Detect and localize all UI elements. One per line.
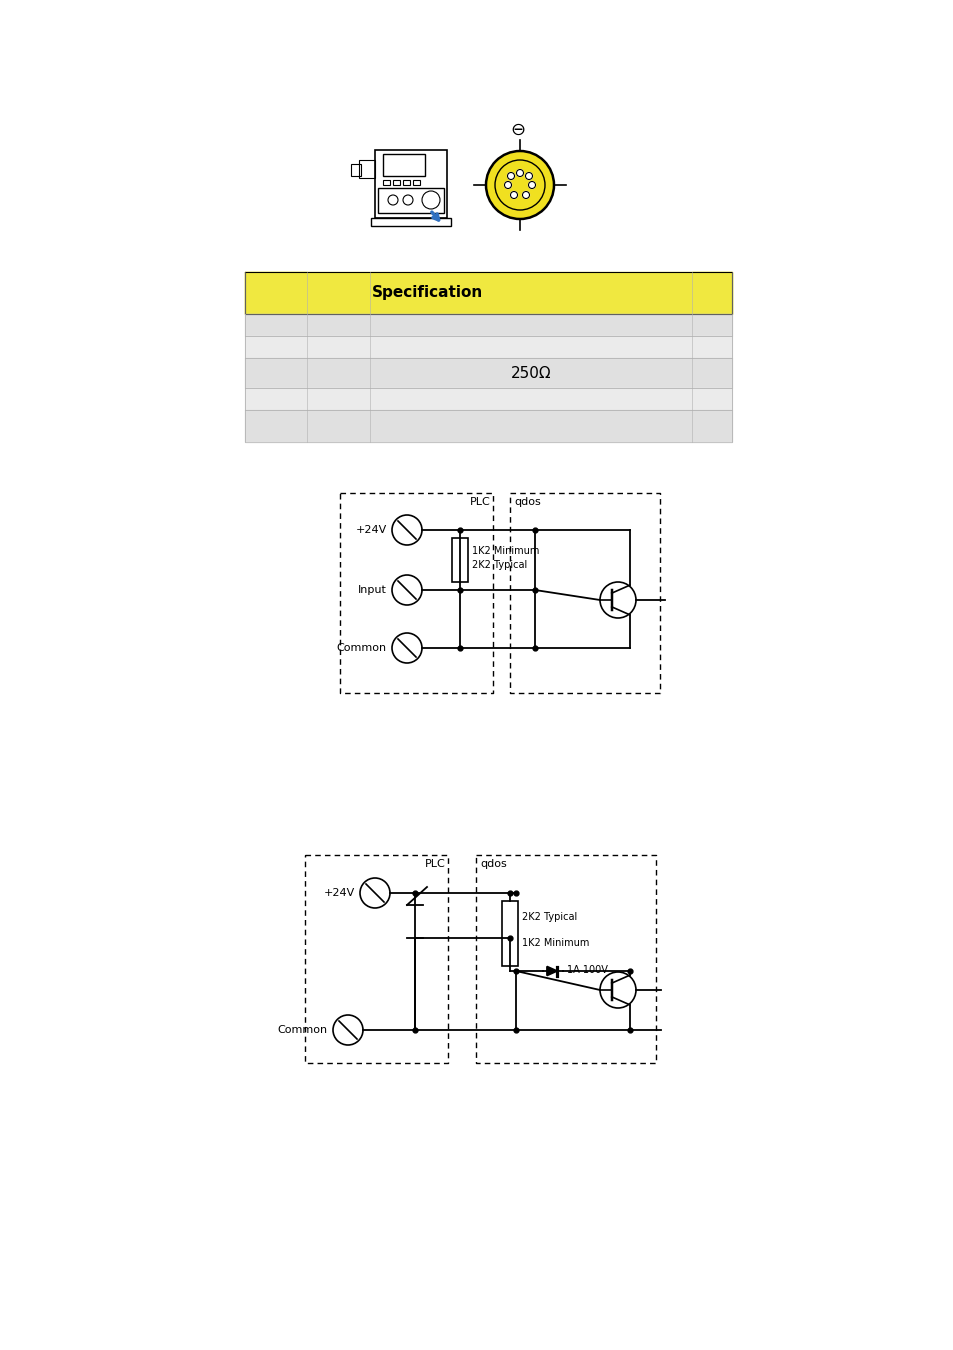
Bar: [245, 271, 731, 315]
Text: 1A 100V: 1A 100V: [566, 965, 607, 975]
Bar: [501, 900, 517, 967]
Circle shape: [485, 151, 554, 219]
Bar: [245, 271, 307, 315]
Circle shape: [504, 181, 511, 189]
Bar: [393, 180, 399, 185]
Text: 2K2 Typical: 2K2 Typical: [521, 913, 577, 922]
Bar: [375, 150, 447, 217]
Bar: [377, 188, 443, 213]
Text: qdos: qdos: [514, 497, 540, 508]
Text: 1K2 Minimum: 1K2 Minimum: [521, 938, 589, 948]
Bar: [413, 180, 419, 185]
Bar: [691, 271, 731, 315]
Text: ⊖: ⊖: [510, 122, 525, 139]
Circle shape: [507, 173, 514, 180]
Bar: [245, 410, 731, 441]
Text: 1K2 Minimum: 1K2 Minimum: [472, 547, 538, 556]
Bar: [245, 315, 731, 336]
Bar: [382, 154, 424, 176]
Bar: [245, 336, 731, 358]
Circle shape: [510, 192, 517, 198]
Bar: [402, 180, 410, 185]
Text: Specification: Specification: [372, 285, 483, 301]
Polygon shape: [546, 967, 557, 976]
Bar: [351, 163, 360, 176]
Bar: [371, 217, 451, 225]
Text: +24V: +24V: [323, 888, 355, 898]
Text: Input: Input: [357, 585, 387, 595]
Bar: [358, 161, 375, 178]
Circle shape: [599, 582, 636, 618]
Text: PLC: PLC: [425, 859, 446, 869]
Text: +24V: +24V: [355, 525, 387, 535]
Bar: [245, 387, 731, 410]
Circle shape: [525, 173, 532, 180]
Bar: [382, 180, 390, 185]
Text: Common: Common: [336, 643, 387, 653]
Circle shape: [599, 972, 636, 1008]
Circle shape: [522, 192, 529, 198]
Circle shape: [528, 181, 535, 189]
Text: PLC: PLC: [470, 497, 491, 508]
Bar: [452, 539, 468, 582]
Circle shape: [516, 170, 523, 177]
Text: 250Ω: 250Ω: [510, 366, 551, 381]
Text: Common: Common: [277, 1025, 328, 1035]
Text: 2K2 Typical: 2K2 Typical: [472, 560, 527, 570]
Text: qdos: qdos: [479, 859, 506, 869]
Bar: [245, 358, 731, 387]
